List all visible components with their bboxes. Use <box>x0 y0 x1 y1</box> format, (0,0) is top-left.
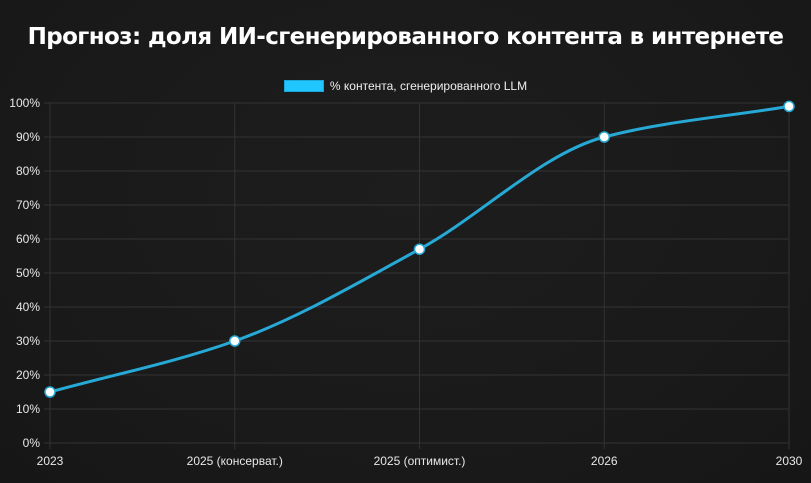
x-tick-label: 2025 (консерват.) <box>187 454 283 468</box>
y-tick-label: 50% <box>16 266 40 280</box>
y-tick-label: 60% <box>16 232 40 246</box>
y-tick-label: 20% <box>16 368 40 382</box>
y-axis: 0% 10% 20% 30% 40% 50% 60% 70% 80% 90% 100% <box>9 96 40 450</box>
y-tick-label: 80% <box>16 164 40 178</box>
x-tick-label: 2023 <box>37 454 64 468</box>
chart-legend[interactable]: % контента, сгенерированного LLM <box>0 79 811 93</box>
x-axis: 2023 2025 (консерват.) 2025 (оптимист.) 202… <box>37 454 803 468</box>
data-point[interactable] <box>598 131 610 143</box>
data-point[interactable] <box>44 386 56 398</box>
grid-lines <box>44 102 790 449</box>
y-tick-label: 90% <box>16 130 40 144</box>
legend-label: % контента, сгенерированного LLM <box>329 79 528 93</box>
y-tick-label: 30% <box>16 334 40 348</box>
y-tick-label: 70% <box>16 198 40 212</box>
y-tick-label: 10% <box>16 402 40 416</box>
x-tick-label: 2026 <box>591 454 618 468</box>
x-tick-label: 2025 (оптимист.) <box>374 454 466 468</box>
y-tick-label: 0% <box>23 436 41 450</box>
x-tick-label: 2030 <box>776 454 803 468</box>
legend-swatch <box>283 80 324 92</box>
chart-title: Прогноз: доля ИИ-сгенерированного контен… <box>27 24 784 50</box>
data-points <box>44 100 795 398</box>
data-point[interactable] <box>229 335 241 347</box>
y-tick-label: 100% <box>9 96 40 110</box>
data-point[interactable] <box>783 100 795 113</box>
data-point[interactable] <box>413 243 426 255</box>
y-tick-label: 40% <box>16 300 40 314</box>
